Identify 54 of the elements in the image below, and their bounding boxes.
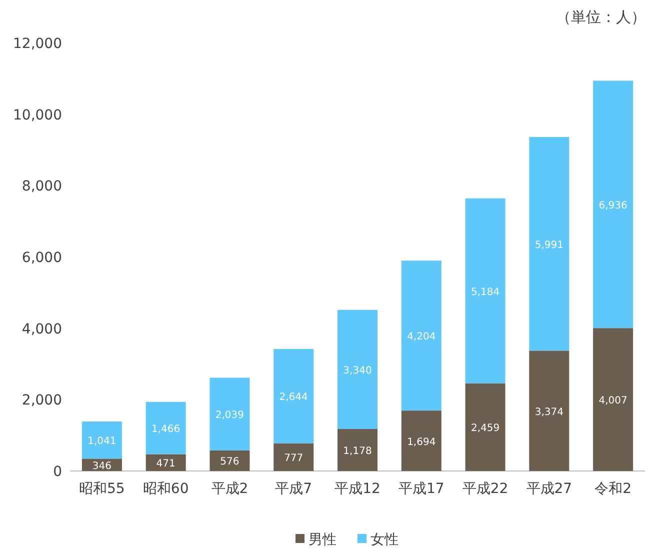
x-tick-label: 平成17 (398, 481, 444, 497)
bar (274, 443, 314, 471)
legend-label: 男性 (308, 532, 336, 548)
bar (146, 454, 186, 471)
y-tick-label: 8,000 (22, 178, 62, 195)
bar (210, 450, 250, 471)
bar (82, 422, 122, 459)
bar (401, 260, 442, 411)
data-label: 1,466 (152, 424, 180, 436)
legend-label: 女性 (370, 532, 398, 548)
data-label: 2,644 (279, 392, 308, 404)
x-tick-label: 平成7 (275, 481, 312, 497)
x-tick-label: 平成22 (462, 481, 508, 497)
y-tick-label: 0 (53, 464, 62, 480)
bar (401, 410, 442, 471)
bar (529, 350, 570, 471)
y-tick-label: 10,000 (13, 107, 62, 124)
y-tick-label: 6,000 (22, 250, 62, 266)
x-tick-label: 昭和55 (79, 481, 125, 497)
data-label: 1,694 (407, 436, 436, 448)
bar (529, 136, 570, 351)
data-label: 5,991 (534, 240, 564, 251)
x-tick-label: 平成2 (211, 481, 248, 497)
y-tick-label: 4,000 (22, 321, 62, 338)
data-label: 777 (284, 453, 304, 464)
bar (274, 348, 314, 444)
data-label: 2,039 (215, 410, 244, 422)
data-label: 346 (92, 460, 112, 472)
data-label: 4,007 (598, 396, 628, 407)
data-label: 1,178 (343, 446, 372, 457)
x-tick-label: 昭和60 (142, 481, 189, 497)
bar (210, 378, 250, 450)
y-tick-label: 12,000 (13, 36, 62, 52)
bar (465, 383, 506, 471)
data-label: 1,041 (88, 436, 116, 448)
data-label: 5,184 (470, 286, 500, 298)
bar (465, 198, 506, 384)
data-label: 6,936 (598, 200, 628, 212)
data-label: 3,340 (343, 365, 372, 376)
x-tick-label: 平成27 (526, 481, 572, 497)
bar (593, 328, 634, 471)
x-tick-label: 平成12 (334, 481, 380, 497)
x-tick-label: 令和2 (594, 481, 632, 497)
y-tick-label: 2,000 (22, 392, 62, 409)
bar (593, 80, 634, 328)
text: （単位：人） (556, 8, 646, 26)
data-label: 4,204 (407, 332, 436, 343)
data-label: 2,459 (470, 423, 500, 434)
data-label: 471 (156, 458, 176, 470)
bar (338, 310, 378, 429)
data-label: 3,374 (534, 406, 564, 418)
data-label: 576 (220, 456, 240, 468)
bar (338, 428, 378, 471)
bar (146, 402, 186, 454)
